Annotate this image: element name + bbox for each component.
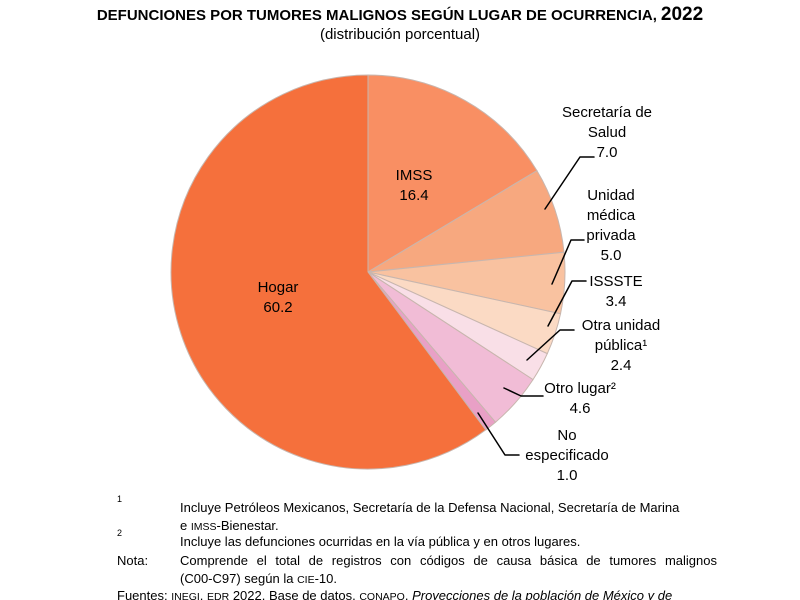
fuentes-inegi: INEGI	[171, 591, 200, 600]
pie-label-no-especificado: No especificado 1.0	[517, 426, 617, 486]
leader-lines	[477, 156, 595, 456]
footnote-2: Incluye las defunciones ocurridas en la …	[180, 534, 581, 549]
pie-label-otra-unidad-publica-value: 2.4	[610, 357, 632, 374]
chart-subtitle: (distribución porcentual)	[319, 26, 481, 43]
pie-slices	[170, 74, 566, 470]
pie-label-issste-value: 3.4	[605, 293, 627, 310]
nota-line2-smallcaps: CIE	[297, 573, 315, 586]
pie-label-otro-lugar-value: 4.6	[569, 400, 591, 417]
footnote-1-marker: 1	[117, 494, 123, 504]
pie-label-imss-value: 16.4	[399, 187, 429, 204]
chart-title: DEFUNCIONES POR TUMORES MALIGNOS SEGÚN L…	[0, 4, 800, 26]
pie-label-otro-lugar: Otro lugar² 4.6	[544, 379, 616, 419]
pie-label-issste: ISSSTE 3.4	[589, 272, 642, 312]
pie-label-no-especificado-name: No especificado	[525, 427, 609, 464]
pie-label-imss-name: IMSS	[395, 167, 433, 184]
pie-label-no-especificado-value: 1.0	[556, 467, 578, 484]
pie-slice-imss	[367, 74, 538, 273]
footnote-1-line2-post: -Bienestar.	[216, 517, 279, 533]
pie-label-issste-name: ISSSTE	[589, 273, 643, 290]
fuentes-publication-title: Proyecciones de la población de México y…	[412, 588, 673, 600]
leader-line-otra-unidad-publica	[526, 329, 575, 361]
pie-label-secretaria-de-salud: Secretaría de Salud 7.0	[547, 103, 667, 163]
pie-label-otra-unidad-publica: Otra unidad pública¹ 2.4	[571, 316, 671, 376]
leader-line-secretaria-de-salud	[544, 156, 595, 210]
chart-title-year: 2022	[660, 4, 704, 25]
pie-label-hogar: Hogar 60.2	[258, 278, 299, 318]
pie-slice-hogar	[170, 74, 487, 470]
nota-line2-post: -10.	[314, 570, 337, 586]
pie-label-hogar-name: Hogar	[257, 279, 299, 296]
nota-label: Nota:	[117, 553, 149, 568]
pie-label-secretaria-de-salud-value: 7.0	[596, 144, 618, 161]
fuentes-edr: EDR	[207, 591, 230, 600]
nota-text: Comprende el total de registros con códi…	[180, 552, 717, 589]
leader-line-unidad-medica-privada	[551, 239, 585, 285]
fuentes-text2: 2022. Base de datos.	[229, 588, 360, 600]
footnote-1-line1: Incluye Petróleos Mexicanos, Secretaría …	[180, 500, 680, 515]
nota-line2-pre: (C00-C97) según la	[180, 570, 298, 586]
pie-label-otro-lugar-name: Otro lugar²	[544, 380, 616, 397]
pie-label-hogar-value: 60.2	[263, 299, 293, 316]
footnote-1-line2-pre: e	[180, 517, 191, 533]
nota-line1: Comprende el total de registros con códi…	[180, 553, 717, 568]
fuentes-conapo: CONAPO	[359, 591, 405, 600]
pie-label-unidad-medica-privada-value: 5.0	[600, 247, 622, 264]
footnote-1-line2-smallcaps: IMSS	[190, 520, 217, 533]
footnote-1: Incluye Petróleos Mexicanos, Secretaría …	[180, 499, 717, 536]
nota-line2: (C00-C97) según la CIE-10.	[180, 570, 717, 590]
pie-label-unidad-medica-privada-name: Unidad médica privada	[586, 187, 636, 244]
pie-label-secretaria-de-salud-name: Secretaría de Salud	[561, 104, 653, 141]
leader-line-issste	[547, 280, 587, 327]
pie-label-otra-unidad-publica-name: Otra unidad pública¹	[581, 317, 661, 354]
fuentes-line: Fuentes: INEGI. EDR 2022. Base de datos.…	[117, 587, 777, 600]
pie-label-imss: IMSS 16.4	[396, 166, 433, 206]
fuentes-label: Fuentes:	[117, 588, 172, 600]
chart-title-text: DEFUNCIONES POR TUMORES MALIGNOS SEGÚN L…	[96, 7, 657, 24]
footnote-1-line2: e IMSS-Bienestar.	[180, 517, 717, 537]
leader-line-no-especificado	[477, 412, 520, 456]
pie-label-unidad-medica-privada: Unidad médica privada 5.0	[578, 186, 644, 266]
fuentes-sep1: .	[199, 588, 208, 600]
footnote-2-marker: 2	[117, 528, 123, 538]
fuentes-sep3: .	[404, 588, 413, 600]
leader-line-otro-lugar	[503, 387, 544, 397]
